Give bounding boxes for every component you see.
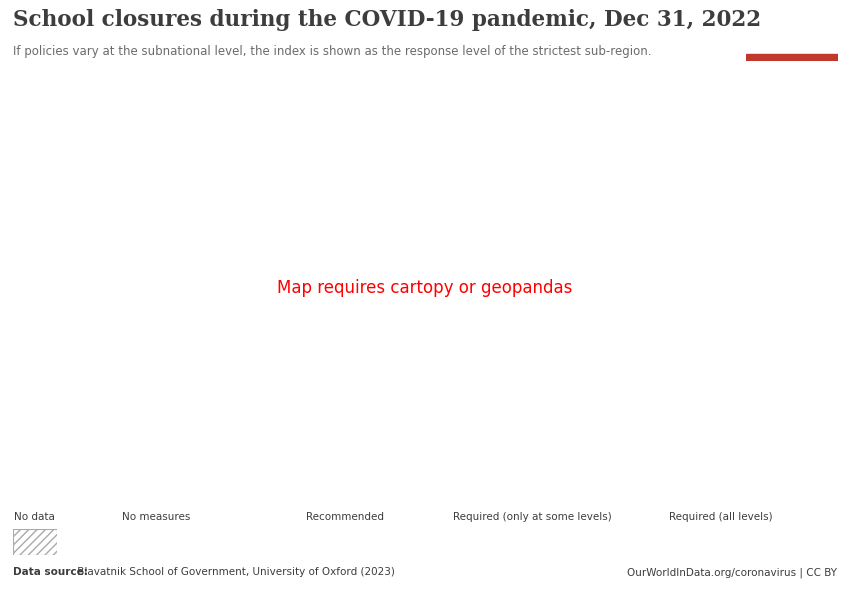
Text: No data: No data — [14, 512, 55, 522]
Text: Data source:: Data source: — [13, 567, 88, 577]
Text: Our World: Our World — [764, 17, 820, 28]
Text: Recommended: Recommended — [305, 512, 383, 522]
Bar — [746, 54, 838, 61]
Text: School closures during the COVID-19 pandemic, Dec 31, 2022: School closures during the COVID-19 pand… — [13, 9, 761, 31]
Text: in Data: in Data — [773, 35, 812, 44]
Text: No measures: No measures — [122, 512, 190, 522]
Text: If policies vary at the subnational level, the index is shown as the response le: If policies vary at the subnational leve… — [13, 45, 651, 58]
Text: Map requires cartopy or geopandas: Map requires cartopy or geopandas — [277, 279, 573, 297]
Text: OurWorldInData.org/coronavirus | CC BY: OurWorldInData.org/coronavirus | CC BY — [627, 567, 837, 577]
Text: Required (all levels): Required (all levels) — [669, 512, 773, 522]
Text: Required (only at some levels): Required (only at some levels) — [453, 512, 612, 522]
Text: Blavatnik School of Government, University of Oxford (2023): Blavatnik School of Government, Universi… — [74, 567, 394, 577]
